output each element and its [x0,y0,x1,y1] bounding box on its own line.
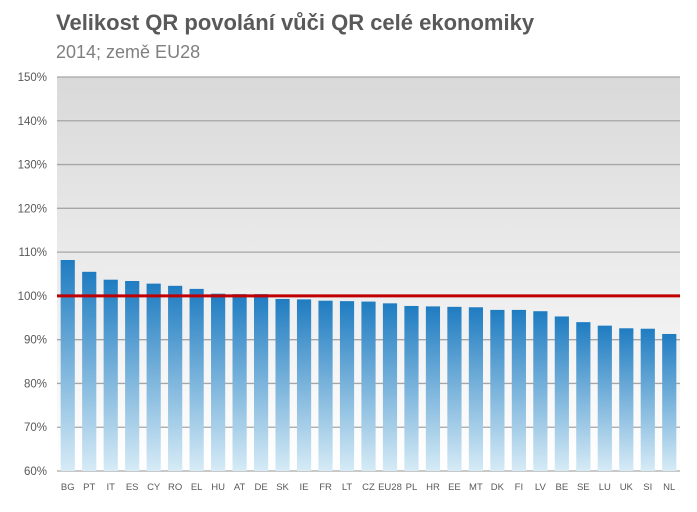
bar [82,271,97,471]
x-tick-label: IE [300,482,309,493]
bar [447,306,462,471]
x-tick-label: SE [577,482,590,493]
x-tick-label: FR [319,482,332,493]
x-tick-label: FI [515,482,523,493]
y-tick-label: 110% [18,247,47,259]
x-tick-label: EU28 [378,482,402,493]
x-tick-label: EL [191,482,203,493]
x-tick-label: DK [491,482,505,493]
x-tick-label: HR [426,482,440,493]
x-tick-label: IT [106,482,115,493]
bar [511,309,526,471]
chart-subtitle: 2014; země EU28 [56,42,201,62]
x-tick-label: RO [168,482,182,493]
bar [662,333,677,471]
x-tick-label: ES [126,482,139,493]
bar [232,294,247,471]
x-tick-label: UK [620,482,634,493]
y-tick-label: 60% [24,466,47,478]
x-tick-label: LT [342,482,353,493]
bar [361,301,376,471]
y-tick-label: 140% [18,116,47,128]
y-tick-label: 80% [24,378,47,390]
x-tick-label: SK [276,482,289,493]
x-tick-label: MT [469,482,483,493]
bar [404,305,419,471]
x-tick-label: LV [535,482,547,493]
x-tick-label: LU [599,482,611,493]
x-tick-label: CZ [362,482,375,493]
bar [146,283,161,471]
bar [619,328,634,471]
bar [425,306,441,471]
bar [576,322,591,471]
bar [60,259,75,471]
x-tick-label: NL [663,482,675,493]
bar [490,309,505,471]
y-tick-label: 150% [18,72,47,84]
bar [125,281,140,471]
bar [275,298,290,471]
bar [168,285,183,471]
y-tick-label: 90% [24,335,47,347]
x-tick-label: AT [234,482,246,493]
bar [597,325,612,471]
y-tick-label: 70% [24,422,47,434]
bar [318,300,333,471]
bar [211,293,226,471]
bar [554,316,569,471]
x-tick-label: DE [254,482,267,493]
chart-title: Velikost QR povolání vůči QR celé ekonom… [56,10,535,35]
x-tick-label: BG [61,482,75,493]
bar [640,328,655,471]
bar [103,279,118,471]
x-tick-label: CY [147,482,161,493]
bar [189,288,204,471]
x-tick-label: EE [448,482,461,493]
bar [253,294,269,471]
bar [339,301,355,471]
y-tick-label: 130% [18,160,47,172]
bar [382,303,398,471]
x-tick-label: HU [211,482,225,493]
x-tick-label: PL [406,482,418,493]
x-tick-label: BE [556,482,569,493]
x-tick-label: SI [643,482,652,493]
y-tick-label: 120% [18,203,47,215]
bar [296,299,312,471]
y-tick-label: 100% [18,291,47,303]
bar [533,311,548,471]
x-tick-label: PT [83,482,95,493]
bar [468,307,484,471]
